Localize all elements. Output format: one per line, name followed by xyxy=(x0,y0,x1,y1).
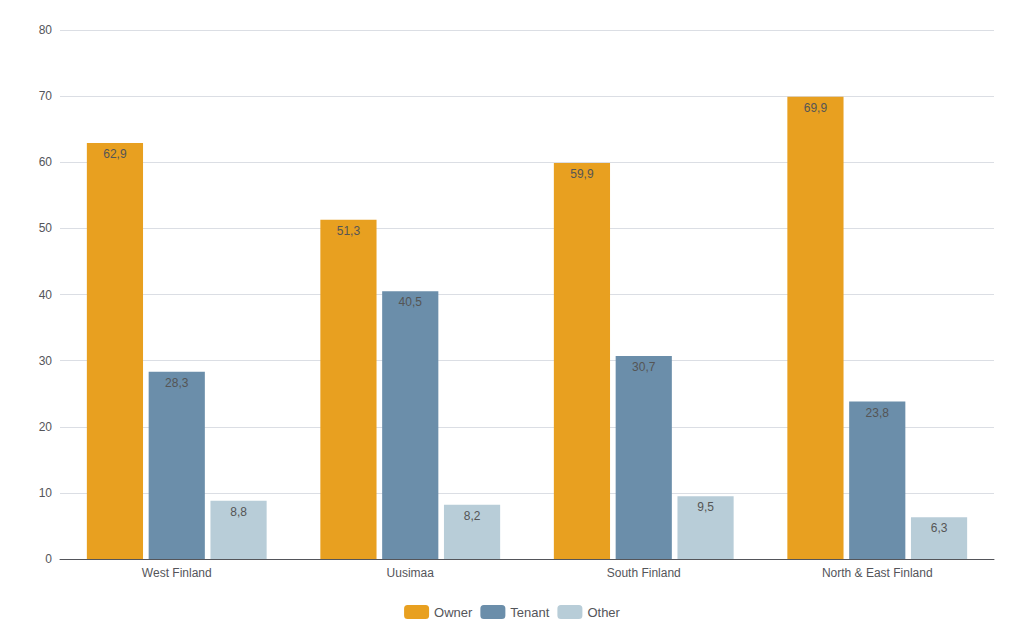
svg-text:51,3: 51,3 xyxy=(337,224,361,238)
svg-text:6,3: 6,3 xyxy=(931,521,948,535)
svg-text:Uusimaa: Uusimaa xyxy=(387,566,435,580)
svg-text:10: 10 xyxy=(39,486,53,500)
svg-text:9,5: 9,5 xyxy=(697,500,714,514)
svg-text:0: 0 xyxy=(45,552,52,566)
svg-text:South Finland: South Finland xyxy=(607,566,681,580)
svg-text:Owner: Owner xyxy=(434,605,473,620)
svg-text:40: 40 xyxy=(39,288,53,302)
svg-text:North & East Finland: North & East Finland xyxy=(822,566,933,580)
svg-text:8,8: 8,8 xyxy=(230,505,247,519)
svg-text:62,9: 62,9 xyxy=(103,147,127,161)
svg-text:Other: Other xyxy=(587,605,620,620)
svg-text:50: 50 xyxy=(39,221,53,235)
svg-text:69,9: 69,9 xyxy=(804,101,828,115)
svg-text:59,9: 59,9 xyxy=(570,167,594,181)
svg-text:70: 70 xyxy=(39,89,53,103)
svg-text:23,8: 23,8 xyxy=(866,406,890,420)
svg-text:Tenant: Tenant xyxy=(510,605,549,620)
svg-text:28,3: 28,3 xyxy=(165,376,189,390)
svg-text:20: 20 xyxy=(39,420,53,434)
svg-text:40,5: 40,5 xyxy=(399,295,423,309)
svg-text:8,2: 8,2 xyxy=(464,509,481,523)
svg-text:30,7: 30,7 xyxy=(632,360,656,374)
svg-text:80: 80 xyxy=(39,23,53,37)
svg-text:30: 30 xyxy=(39,354,53,368)
svg-text:West Finland: West Finland xyxy=(142,566,212,580)
svg-text:60: 60 xyxy=(39,155,53,169)
